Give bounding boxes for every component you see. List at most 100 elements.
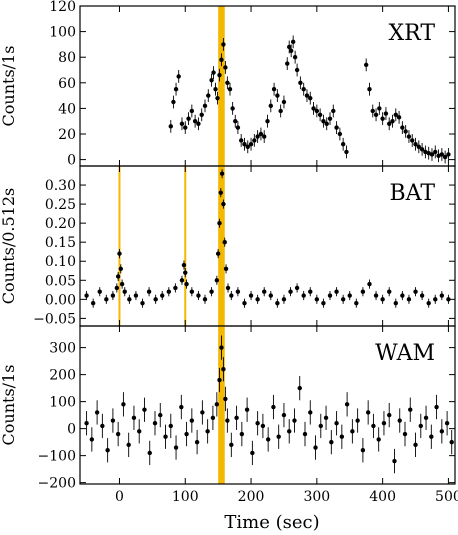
y-tick-label: 0.15 [45,235,76,251]
data-point [334,125,339,130]
panel-bat: −0.05 0.00 0.05 0.10 0.15 0.20 0.25 0.30 Counts/… [0,165,456,327]
data-point [355,418,360,423]
data-point [380,116,385,121]
data-point [276,434,281,439]
data-point [350,429,355,434]
data-point [114,285,120,291]
data-point [126,442,131,448]
data-point [217,220,222,226]
data-point [192,119,198,124]
data-point [215,95,220,101]
data-point [446,152,451,157]
data-point [244,407,250,412]
data-point [337,131,343,137]
y-axis-label: Counts/1s [0,46,18,127]
data-point [392,458,397,464]
y-tick-label: 100 [49,25,76,41]
data-point [262,289,267,294]
data-point [146,289,152,294]
data-point [329,439,334,445]
data-point [163,434,168,439]
data-point [221,201,226,207]
data-point [380,297,385,302]
data-point [292,55,298,60]
data-point [227,87,233,92]
data-point [371,423,376,429]
y-tick-label: 40 [58,101,76,117]
data-point [209,78,214,83]
data-point [171,99,176,105]
data-point [314,108,320,114]
data-point [377,106,382,111]
data-point [255,297,260,302]
data-point [115,431,121,437]
data-point [153,297,158,302]
data-point [196,293,201,298]
data-point [339,434,345,439]
data-point [252,138,257,143]
data-point [304,93,310,98]
data-point [110,418,116,423]
data-point [406,297,412,302]
data-point [265,437,271,442]
data-point [393,112,398,118]
data-point [376,437,381,442]
data-point [387,412,392,418]
data-point [189,108,195,114]
data-point [314,297,320,302]
data-point [184,281,189,287]
data-point [308,289,313,294]
data-point [334,289,339,294]
data-point [179,404,184,410]
data-point [97,289,102,294]
data-point [221,42,226,47]
data-point [265,119,270,124]
data-point [100,423,105,429]
data-point [340,142,346,147]
data-point [200,410,205,415]
data-point [387,289,392,294]
data-point [255,134,260,139]
data-point [308,95,313,101]
data-point [217,377,222,383]
data-point [311,106,316,111]
y-tick-label: 200 [49,368,76,384]
data-point [383,111,389,116]
data-point [334,421,339,426]
data-point [416,144,422,149]
data-point [288,48,294,53]
data-point [340,297,346,302]
x-tick-label: 300 [303,489,330,505]
data-point [313,445,318,450]
data-point [275,300,280,306]
data-point [439,429,445,434]
data-point [152,421,158,426]
panel-label: WAM [375,341,435,366]
highlight-band [218,166,225,326]
y-tick-label: 80 [58,50,76,66]
data-point [239,431,245,437]
data-point [444,421,450,426]
data-point [298,80,303,86]
data-point [119,281,125,287]
data-point [173,87,179,92]
data-point [206,93,211,98]
data-point [321,119,326,124]
data-point [158,412,163,418]
data-point [122,289,127,294]
data-point [104,297,109,302]
data-point [294,285,300,291]
x-tick-label: 200 [238,489,265,505]
data-point [418,423,423,429]
data-point [373,293,379,298]
y-tick-label: 60 [58,76,76,92]
y-tick-label: 0.20 [45,216,76,232]
data-point [238,138,244,143]
data-point [213,87,218,92]
data-point [234,415,239,421]
data-point [202,297,208,302]
y-tick-label: 100 [49,395,76,411]
data-point [400,125,405,130]
x-tick-label: 500 [435,489,458,505]
